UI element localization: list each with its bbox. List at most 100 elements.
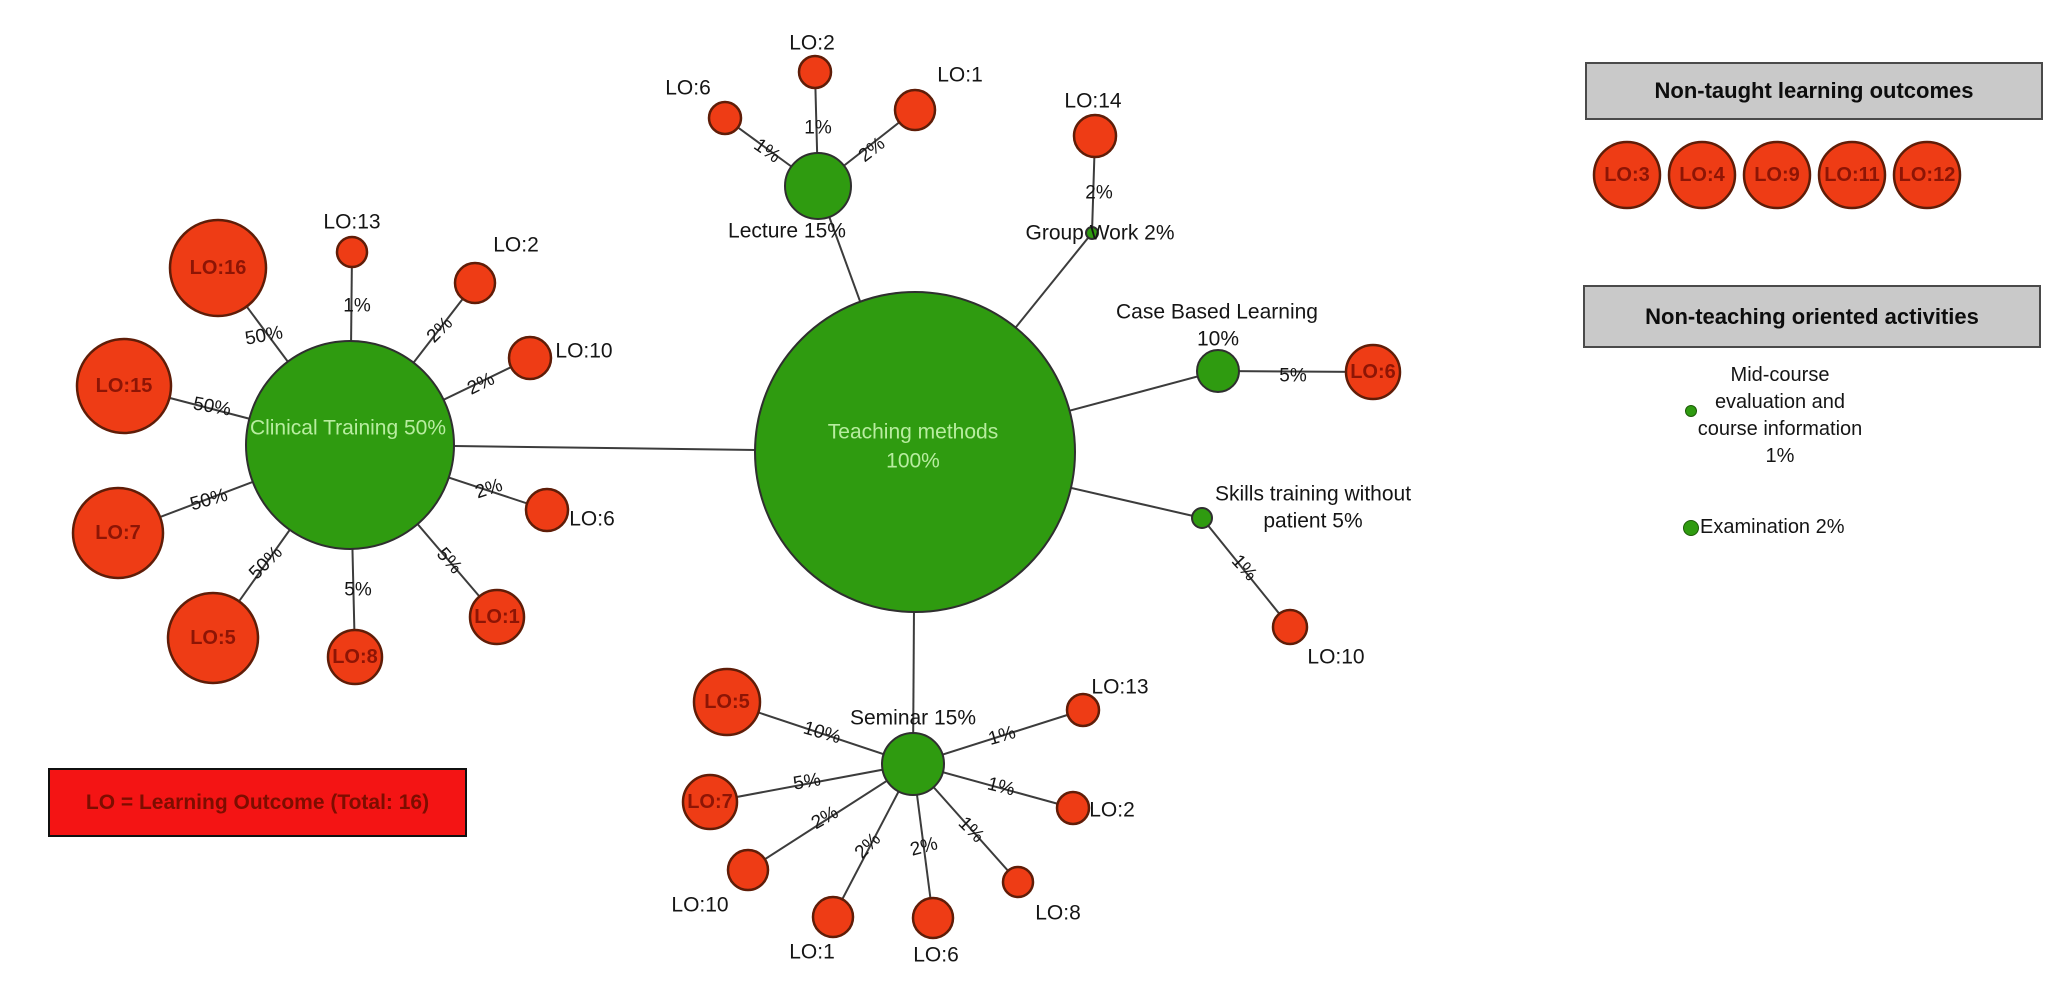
label-teaching-methods-2: 100%	[886, 450, 940, 473]
label-lo6-seminar: LO:6	[913, 944, 959, 967]
node-lo5-seminar	[692, 667, 762, 737]
non-teaching-legend-title: Non-teaching oriented activities	[1583, 285, 2041, 348]
label-case-based-learning: Case Based Learning	[1116, 301, 1318, 324]
label-lo4-legend: LO:4	[1679, 164, 1725, 186]
node-lo3-legend	[1592, 140, 1662, 210]
node-lo5-clinical	[166, 591, 260, 685]
label-lo1-lecture: LO:1	[937, 64, 983, 87]
edge-seminar-lo10	[747, 763, 914, 871]
examination-label: Examination 2%	[1700, 516, 1845, 538]
edge-label-case-lo6: 5%	[1279, 366, 1307, 387]
node-lo14-groupwork	[1072, 113, 1118, 159]
label-lo2-lecture: LO:2	[789, 32, 835, 55]
node-lo6-lecture	[707, 100, 743, 136]
node-teaching-methods	[754, 291, 1076, 613]
edge-label-clinical-lo8: 5%	[344, 580, 372, 601]
label-lo6-case: LO:6	[1350, 361, 1396, 383]
node-lo2-clinical	[453, 261, 497, 305]
label-lo5-clinical: LO:5	[190, 627, 236, 649]
node-lo6-seminar	[911, 896, 955, 940]
node-lo10-seminar	[726, 848, 770, 892]
label-lo7-clinical: LO:7	[95, 522, 141, 544]
node-lo6-case	[1344, 343, 1402, 401]
edge-label-clinical-lo15: 50%	[191, 393, 232, 420]
node-lo1-seminar	[811, 895, 855, 939]
label-lo13-seminar: LO:13	[1091, 676, 1148, 699]
edge-label-seminar-lo2: 1%	[985, 773, 1017, 800]
edge-label-seminar-lo1: 2%	[851, 829, 885, 863]
label-lo10-seminar: LO:10	[671, 894, 728, 917]
node-lo2-seminar	[1055, 790, 1091, 826]
label-lo16-clinical: LO:16	[190, 257, 247, 279]
label-lo14-groupwork: LO:14	[1064, 90, 1122, 113]
label-lo11-legend: LO:11	[1824, 164, 1880, 186]
node-lo16-clinical	[168, 218, 268, 318]
label-lo6-lecture: LO:6	[665, 77, 711, 100]
edge-label-groupwork-lo14: 2%	[1085, 183, 1113, 204]
mid-course-line-3: course information	[1697, 418, 1863, 440]
node-lo2-lecture	[797, 54, 833, 90]
node-lo8-clinical	[326, 628, 384, 686]
mid-course-line-2: evaluation and	[1714, 391, 1846, 413]
label-lo3-legend: LO:3	[1604, 164, 1650, 186]
node-lo15-clinical	[75, 337, 173, 435]
node-lo1-clinical	[468, 588, 526, 646]
node-lo13-clinical	[335, 235, 369, 269]
mid-course-line-1: Mid-course	[1730, 364, 1830, 386]
label-lo8-seminar: LO:8	[1035, 902, 1081, 925]
label-lo13-clinical: LO:13	[323, 211, 380, 234]
node-lo10-clinical	[507, 335, 553, 381]
node-lo11-legend	[1817, 140, 1887, 210]
non-taught-legend-title: Non-taught learning outcomes	[1585, 62, 2043, 120]
node-seminar	[881, 732, 945, 796]
edge-label-seminar-lo7: 5%	[792, 769, 823, 794]
label-group-work: Group Work 2%	[1026, 222, 1175, 245]
mid-course-dot-icon	[1685, 405, 1697, 417]
label-lo10-clinical: LO:10	[555, 340, 612, 363]
node-case-based-learning	[1196, 349, 1240, 393]
edge-label-clinical-lo7: 50%	[188, 485, 230, 516]
edge-skills-lo10	[1201, 517, 1291, 628]
node-lo9-legend	[1742, 140, 1812, 210]
label-lo10-skills: LO:10	[1307, 646, 1364, 669]
edge-label-lecture-lo2: 1%	[804, 118, 832, 139]
node-lo13-seminar	[1065, 692, 1101, 728]
edge-label-clinical-lo5: 50%	[245, 542, 287, 584]
label-skills-training: Skills training without	[1215, 483, 1411, 506]
label-lo1-seminar: LO:1	[789, 941, 835, 964]
label-lo6-clinical: LO:6	[569, 508, 615, 531]
edge-label-clinical-lo16: 50%	[243, 322, 284, 349]
edge-label-seminar-lo13: 1%	[986, 722, 1018, 750]
mid-course-label: Mid-course evaluation and course informa…	[1655, 362, 1905, 470]
node-lo7-seminar	[681, 773, 739, 831]
node-lo6-clinical	[524, 487, 570, 533]
label-skills-training-2: patient 5%	[1263, 510, 1362, 533]
label-seminar: Seminar 15%	[850, 707, 976, 730]
label-lo15-clinical: LO:15	[96, 375, 153, 397]
node-clinical-training	[245, 340, 455, 550]
label-case-based-learning-2: 10%	[1197, 328, 1239, 351]
label-lo2-seminar: LO:2	[1089, 799, 1135, 822]
node-group-work	[1085, 226, 1099, 240]
label-lo7-seminar: LO:7	[687, 791, 733, 813]
label-teaching-methods: Teaching methods	[828, 421, 998, 444]
edge-label-clinical-lo10: 2%	[464, 368, 498, 399]
edge-label-seminar-lo6: 2%	[908, 833, 940, 860]
edge-label-seminar-lo5: 10%	[801, 718, 843, 749]
edge-label-clinical-lo1: 5%	[432, 544, 466, 579]
examination-dot-icon	[1683, 520, 1699, 536]
node-lo10-skills	[1271, 608, 1309, 646]
edge-label-clinical-lo2: 2%	[423, 313, 457, 347]
lo-note-box: LO = Learning Outcome (Total: 16)	[48, 768, 467, 837]
edge-label-lecture-lo1: 2%	[855, 133, 890, 167]
node-lo1-lecture	[893, 88, 937, 132]
label-lecture: Lecture 15%	[728, 220, 846, 243]
label-lo2-clinical: LO:2	[493, 234, 539, 257]
edge-label-clinical-lo6: 2%	[473, 475, 506, 503]
node-lecture	[784, 152, 852, 220]
node-lo4-legend	[1667, 140, 1737, 210]
label-lo1-clinical: LO:1	[474, 606, 520, 628]
label-clinical-training: Clinical Training 50%	[250, 417, 446, 440]
